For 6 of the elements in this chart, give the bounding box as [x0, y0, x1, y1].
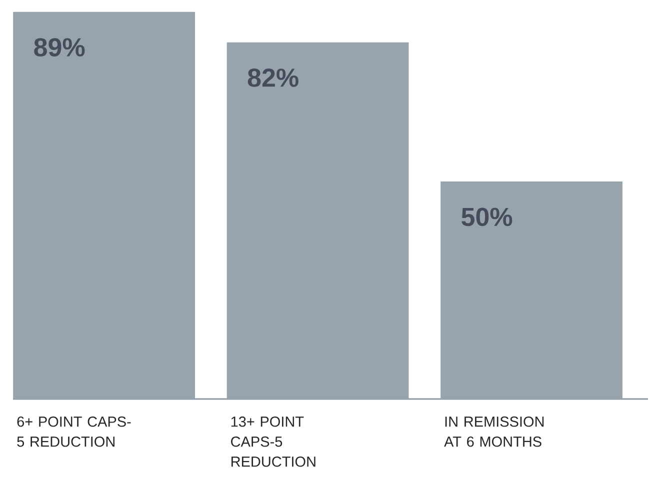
data-label: 82% [248, 68, 298, 87]
x-tick-label: 6+ POINT CAPS-5 REDUCTION [17, 416, 131, 447]
data-label: 89% [34, 38, 85, 56]
x-tick-label: IN REMISSION AT 6 MONTHS [444, 416, 544, 447]
x-tick-label: 13+ POINT CAPS-5 REDUCTION [231, 416, 316, 467]
data-label: 50% [462, 208, 512, 226]
